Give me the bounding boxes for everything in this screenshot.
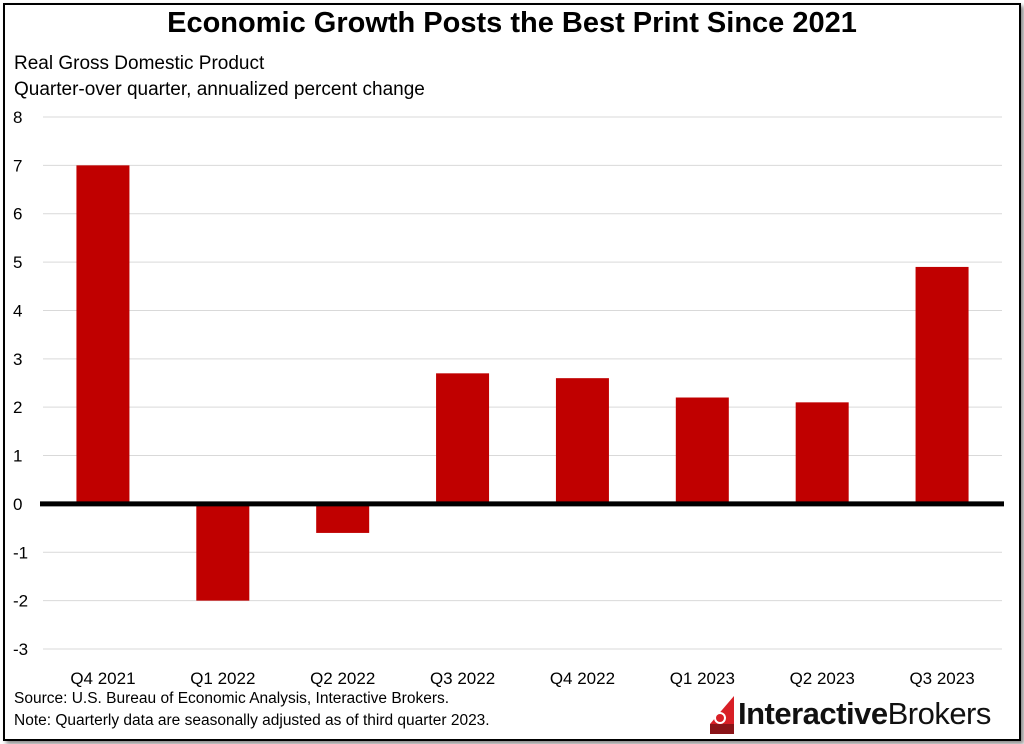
bar (795, 402, 849, 504)
x-category-label: Q3 2022 (430, 669, 495, 688)
chart-frame (3, 3, 1021, 741)
y-tick-label: 2 (13, 398, 22, 417)
chart-title: Economic Growth Posts the Best Print Sin… (167, 7, 857, 39)
chart-subtitle-series: Real Gross Domestic Product (14, 53, 265, 74)
bar (436, 373, 490, 504)
y-tick-label: 4 (13, 301, 22, 320)
bar (555, 378, 609, 504)
logo-wordmark: InteractiveBrokers (738, 696, 991, 731)
bar (76, 165, 130, 504)
x-category-label: Q2 2022 (310, 669, 375, 688)
interactive-brokers-logo: InteractiveBrokers (708, 694, 1018, 738)
bar (196, 503, 250, 601)
x-category-label: Q4 2022 (550, 669, 615, 688)
interactive-brokers-logo-icon (710, 696, 734, 734)
y-tick-label: 6 (13, 205, 22, 224)
y-tick-label: 8 (13, 108, 22, 127)
x-category-label: Q2 2023 (790, 669, 855, 688)
source-note: Source: U.S. Bureau of Economic Analysis… (14, 690, 450, 707)
y-tick-label: 5 (13, 253, 22, 272)
x-category-label: Q3 2023 (909, 669, 974, 688)
chart-subtitle-units: Quarter-over quarter, annualized percent… (14, 79, 425, 100)
seasonal-adjustment-note: Note: Quarterly data are seasonally adju… (14, 712, 490, 729)
x-category-label: Q1 2022 (190, 669, 255, 688)
y-tick-label: -1 (13, 543, 28, 562)
bar (675, 397, 729, 504)
y-tick-label: 3 (13, 350, 22, 369)
x-category-label: Q4 2021 (70, 669, 135, 688)
y-tick-label: 1 (13, 447, 22, 466)
y-tick-label: -2 (13, 592, 28, 611)
y-tick-label: 7 (13, 156, 22, 175)
x-category-label: Q1 2023 (670, 669, 735, 688)
bar (915, 266, 969, 504)
bar (316, 503, 370, 533)
y-tick-label: 0 (13, 495, 22, 514)
y-tick-label: -3 (13, 640, 28, 659)
